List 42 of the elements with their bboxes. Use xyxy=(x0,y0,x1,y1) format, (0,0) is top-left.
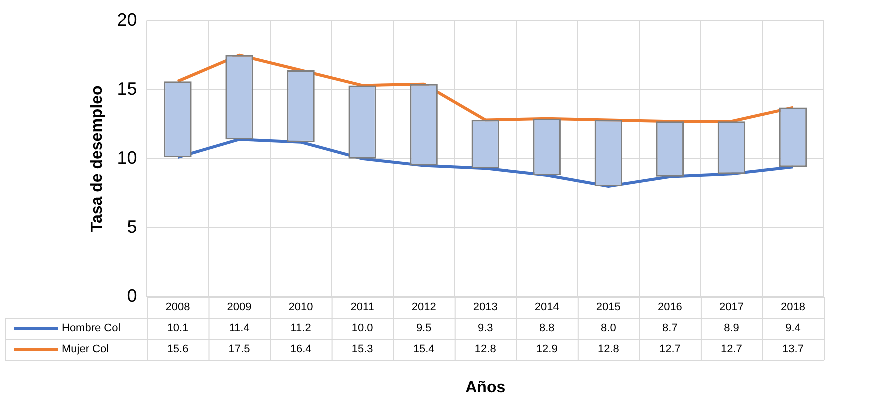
x-tick-label: 2014 xyxy=(534,302,560,314)
legend-label: Hombre Col xyxy=(62,322,121,335)
x-tick-label: 2017 xyxy=(719,302,744,314)
y-axis-title: Tasa de desempleo xyxy=(89,85,106,232)
x-tick-label: 2011 xyxy=(350,302,374,314)
x-tick-label: 2009 xyxy=(227,302,252,314)
data-label: 16.4 xyxy=(290,344,312,356)
y-tick-label: 20 xyxy=(117,10,138,30)
x-tick-label: 2012 xyxy=(412,302,436,314)
data-label: 10.0 xyxy=(352,322,374,335)
y-tick-label: 0 xyxy=(127,286,138,306)
x-tick-label: 2015 xyxy=(596,302,621,314)
y-tick-label: 10 xyxy=(117,148,138,168)
data-label: 12.8 xyxy=(474,344,496,356)
data-label: 8.8 xyxy=(539,322,555,335)
data-label: 13.7 xyxy=(782,344,804,356)
data-label: 11.4 xyxy=(229,322,250,335)
x-tick-label: 2016 xyxy=(658,302,682,314)
y-tick-label: 15 xyxy=(117,78,138,99)
data-label: 8.0 xyxy=(601,322,616,335)
legend-label: Mujer Col xyxy=(62,344,110,356)
y-tick-label: 5 xyxy=(127,216,138,237)
data-label: 9.5 xyxy=(416,322,432,335)
data-label: 11.2 xyxy=(290,322,312,335)
x-tick-label: 2018 xyxy=(780,302,806,314)
data-label: 12.9 xyxy=(536,344,558,356)
data-label: 12.8 xyxy=(598,344,620,356)
data-label: 17.5 xyxy=(228,344,250,356)
data-label: 15.4 xyxy=(413,344,435,356)
data-label: 9.3 xyxy=(478,322,494,335)
data-label: 8.7 xyxy=(662,322,678,335)
data-label: 9.4 xyxy=(786,322,801,335)
data-label: 10.1 xyxy=(167,322,189,335)
x-axis-title: Años xyxy=(466,379,506,396)
x-tick-label: 2013 xyxy=(473,302,498,314)
x-tick-label: 2010 xyxy=(288,302,314,314)
data-label: 15.6 xyxy=(167,344,189,356)
data-label: 12.7 xyxy=(721,344,742,356)
data-label: 8.9 xyxy=(724,322,740,335)
x-tick-label: 2008 xyxy=(166,302,190,314)
data-label: 15.3 xyxy=(352,344,374,356)
data-label: 12.7 xyxy=(659,344,681,356)
